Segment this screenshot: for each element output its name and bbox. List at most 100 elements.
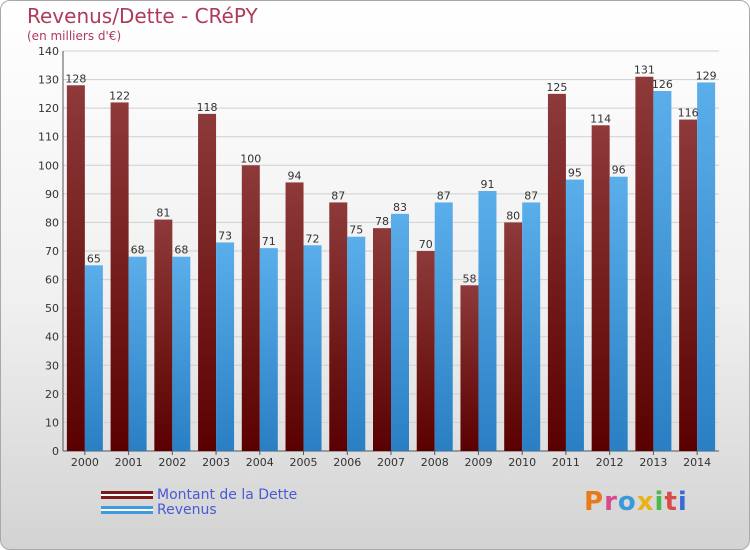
x-tick-label: 2006 xyxy=(333,456,361,469)
debt-bar-value-label: 116 xyxy=(678,107,699,120)
y-tick-label: 130 xyxy=(38,74,59,87)
revenue-bar xyxy=(347,236,366,451)
revenue-bar-value-label: 91 xyxy=(480,178,494,191)
revenue-bar xyxy=(478,191,497,451)
debt-bar-value-label: 70 xyxy=(419,238,433,251)
y-tick-label: 60 xyxy=(45,274,59,287)
y-tick-label: 70 xyxy=(45,245,59,258)
revenue-bar-value-label: 87 xyxy=(437,189,451,202)
revenue-bar xyxy=(216,242,235,451)
x-tick-label: 2000 xyxy=(71,456,99,469)
bars xyxy=(66,76,716,452)
revenue-bar xyxy=(609,176,628,451)
debt-bar xyxy=(635,76,654,451)
revenue-bar-value-label: 71 xyxy=(262,235,276,248)
y-tick-label: 10 xyxy=(45,416,59,429)
logo-letter: r xyxy=(604,487,618,517)
revenue-bar-value-label: 95 xyxy=(568,167,582,180)
x-tick-label: 2014 xyxy=(683,456,711,469)
revenue-bar-value-label: 65 xyxy=(87,252,101,265)
debt-bar-value-label: 114 xyxy=(590,112,611,125)
logo-letter: x xyxy=(636,487,655,517)
revenue-bar-value-label: 73 xyxy=(218,229,232,242)
x-tick-label: 2009 xyxy=(464,456,492,469)
logo-letter: i xyxy=(677,487,688,517)
debt-bar-value-label: 128 xyxy=(65,72,86,85)
x-tick-label: 2007 xyxy=(377,456,405,469)
debt-bar-value-label: 125 xyxy=(546,81,567,94)
debt-bar xyxy=(504,222,523,451)
data-labels: 128 65 122 68 81 68 118 73 100 71 94 72 87 75 78 83 70 87… xyxy=(65,64,716,286)
y-tick-label: 30 xyxy=(45,359,59,372)
y-tick-label: 100 xyxy=(38,159,59,172)
revenue-bar xyxy=(653,91,672,451)
x-tick-label: 2003 xyxy=(202,456,230,469)
legend-item-debt: Montant de la Dette xyxy=(101,486,298,503)
logo-letter: P xyxy=(584,487,605,517)
debt-bar xyxy=(460,285,479,451)
revenue-bar xyxy=(434,202,453,451)
debt-bar-value-label: 58 xyxy=(462,272,476,285)
revenue-bar-value-label: 68 xyxy=(131,244,145,257)
debt-bar-value-label: 100 xyxy=(240,152,261,165)
legend: Montant de la Dette Revenus xyxy=(101,486,298,518)
x-tick-label: 2001 xyxy=(115,456,143,469)
logo-letter: t xyxy=(664,487,678,517)
revenue-bar-value-label: 96 xyxy=(612,164,626,177)
revenue-bar-value-label: 126 xyxy=(652,78,673,91)
y-tick-label: 140 xyxy=(38,45,59,58)
x-tick-label: 2011 xyxy=(552,456,580,469)
chart-subtitle: (en milliers d'€) xyxy=(27,29,122,43)
revenue-bar xyxy=(522,202,541,451)
debt-bar xyxy=(373,228,391,451)
debt-bar-value-label: 80 xyxy=(506,209,520,222)
debt-bar-value-label: 94 xyxy=(288,169,302,182)
logo-letter: o xyxy=(617,487,637,517)
revenue-bar-value-label: 87 xyxy=(524,189,538,202)
x-tick-label: 2010 xyxy=(508,456,536,469)
revenue-bar xyxy=(128,256,147,451)
y-tick-label: 90 xyxy=(45,188,59,201)
debt-bar xyxy=(66,85,85,452)
debt-bar xyxy=(416,251,435,451)
legend-swatch-debt xyxy=(101,490,153,499)
revenue-bar xyxy=(565,179,584,452)
y-tick-label: 20 xyxy=(45,388,59,401)
logo-letter: i xyxy=(654,487,665,517)
debt-bar-value-label: 87 xyxy=(331,189,345,202)
debt-bar xyxy=(547,93,566,451)
revenue-bar xyxy=(391,213,409,451)
revenue-bar xyxy=(172,256,191,451)
x-tick-label: 2005 xyxy=(290,456,318,469)
debt-bar xyxy=(198,113,217,451)
revenue-bar-value-label: 68 xyxy=(174,244,188,257)
revenue-bar xyxy=(697,82,716,451)
debt-bar-value-label: 81 xyxy=(156,207,170,220)
debt-bar xyxy=(591,125,610,452)
revenue-bar-value-label: 83 xyxy=(393,201,407,214)
legend-label-revenue: Revenus xyxy=(157,501,217,518)
debt-bar xyxy=(679,119,698,452)
debt-bar-value-label: 131 xyxy=(634,64,655,77)
legend-label-debt: Montant de la Dette xyxy=(157,486,298,503)
y-tick-label: 110 xyxy=(38,131,59,144)
debt-bar xyxy=(154,219,173,451)
revenue-bar-value-label: 75 xyxy=(349,224,363,237)
debt-bar-value-label: 78 xyxy=(375,215,389,228)
legend-item-revenue: Revenus xyxy=(101,501,297,518)
y-tick-label: 50 xyxy=(45,302,59,315)
revenue-bar-value-label: 129 xyxy=(696,69,717,82)
chart-title: Revenus/Dette - CRéPY xyxy=(27,4,258,28)
debt-bar xyxy=(285,182,304,451)
proxiti-logo: Proxiti xyxy=(584,487,688,517)
revenue-bar xyxy=(84,265,103,451)
x-tick-label: 2012 xyxy=(596,456,624,469)
x-tick-label: 2013 xyxy=(639,456,667,469)
debt-bar xyxy=(329,202,348,451)
debt-bar xyxy=(110,102,129,451)
x-tick-label: 2002 xyxy=(158,456,186,469)
debt-bar-value-label: 118 xyxy=(197,101,218,114)
debt-bar xyxy=(241,165,260,452)
y-tick-label: 0 xyxy=(52,445,59,458)
